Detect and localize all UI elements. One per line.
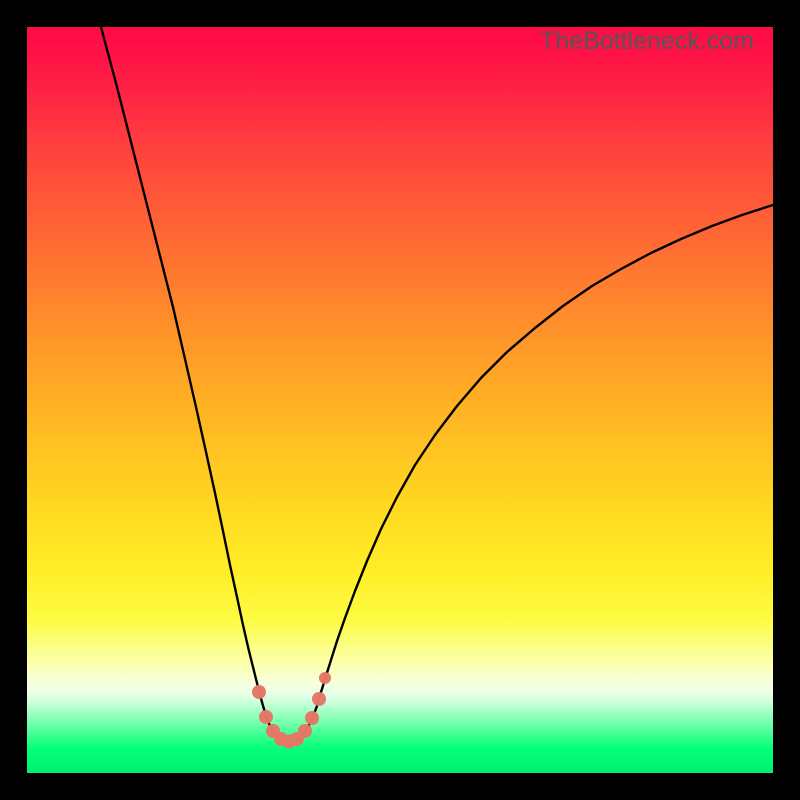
data-marker (312, 692, 326, 706)
data-marker (319, 672, 331, 684)
plot-area (27, 27, 773, 773)
data-marker (252, 685, 266, 699)
bottleneck-curve (101, 27, 773, 742)
data-marker (298, 724, 312, 738)
data-marker (259, 710, 273, 724)
chart-frame: TheBottleneck.com (0, 0, 800, 800)
data-marker (305, 711, 319, 725)
curve-overlay (27, 27, 773, 773)
watermark-text: TheBottleneck.com (540, 27, 754, 56)
